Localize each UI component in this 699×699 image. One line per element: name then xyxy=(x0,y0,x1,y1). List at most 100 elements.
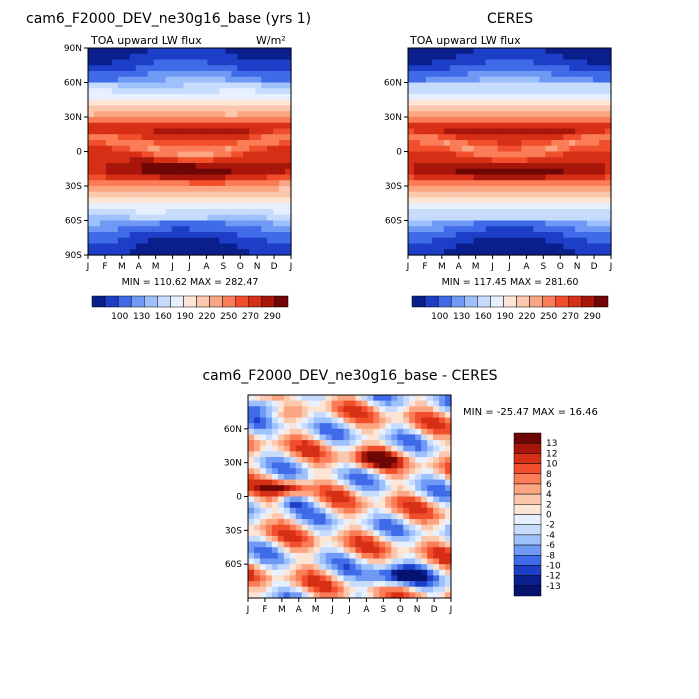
panel3-cell xyxy=(283,428,291,436)
panel3-cell xyxy=(355,535,363,543)
panel2-cell xyxy=(443,243,451,250)
panel1-cell xyxy=(189,134,197,141)
panel2-cell xyxy=(473,220,481,227)
panel3-cell xyxy=(289,530,297,537)
panel2-cell xyxy=(443,191,451,199)
panel3-cell xyxy=(248,423,255,430)
panel3-cell xyxy=(439,569,446,577)
panel3-cell xyxy=(403,462,410,469)
panel3-cell xyxy=(391,417,398,424)
panel2-cell xyxy=(599,53,606,61)
panel2-cell xyxy=(455,151,463,158)
panel2-cell xyxy=(503,71,511,78)
panel3-cell xyxy=(325,496,333,503)
panel3-cell xyxy=(367,395,374,402)
panel3-cell xyxy=(355,575,363,582)
panel2-cell xyxy=(509,226,517,233)
panel2-cell xyxy=(593,53,600,61)
panel1-cell xyxy=(159,65,167,72)
panel3-cell xyxy=(445,395,452,402)
panel3-cell xyxy=(277,479,285,486)
panel3-cell xyxy=(295,468,303,475)
panel1-cell xyxy=(207,163,214,170)
panel2-cell xyxy=(539,145,546,153)
x-tick-label: D xyxy=(431,605,438,615)
panel3-cell xyxy=(373,541,380,548)
panel3-cell xyxy=(397,564,404,571)
panel2-cell xyxy=(545,226,552,233)
panel3-cell xyxy=(307,524,315,531)
panel1-cell xyxy=(171,53,179,61)
panel1-cell xyxy=(123,99,131,107)
panel2-cell xyxy=(539,226,546,233)
panel3-cell xyxy=(439,586,446,593)
panel1-cell xyxy=(147,197,155,204)
panel1-cell xyxy=(165,105,173,112)
panel3-cell xyxy=(391,581,398,588)
panel2-cell xyxy=(521,99,529,107)
panel2-cell xyxy=(425,128,433,135)
panel1-cell xyxy=(117,232,125,239)
x-tick-label: J xyxy=(187,262,191,272)
colorbar3-swatch xyxy=(513,544,542,556)
panel3-cell xyxy=(253,479,261,486)
panel2-cell xyxy=(431,134,439,141)
panel1-cell xyxy=(129,243,137,250)
panel2-cell xyxy=(431,197,439,204)
panel1-cell xyxy=(159,105,167,112)
panel3-cell xyxy=(343,457,351,464)
panel3-cell xyxy=(283,423,291,430)
panel1-cell xyxy=(165,140,173,147)
panel1-cell xyxy=(88,174,95,181)
panel1-cell xyxy=(165,186,173,193)
panel3-cell xyxy=(349,473,357,481)
panel2-cell xyxy=(503,65,511,72)
panel1-cell xyxy=(207,134,214,141)
panel3-cell xyxy=(373,552,380,560)
panel1-cell xyxy=(165,111,173,118)
panel3-cell xyxy=(301,541,309,548)
panel3-cell xyxy=(301,479,309,486)
panel2-cell xyxy=(473,232,481,239)
panel1-cell xyxy=(201,76,209,84)
panel1-cell xyxy=(99,71,107,78)
panel1-cell xyxy=(267,88,274,95)
panel2-cell xyxy=(515,209,523,216)
colorbar3-swatch xyxy=(513,524,542,536)
panel1-cell xyxy=(93,65,101,72)
panel1-cell xyxy=(213,65,220,72)
colorbar2-swatch xyxy=(581,295,596,308)
panel2-cell xyxy=(569,163,576,170)
panel2-cell xyxy=(569,220,576,227)
panel3-cell xyxy=(313,524,321,531)
panel2-cell xyxy=(419,122,427,130)
panel2-cell xyxy=(473,111,481,118)
panel1-cell xyxy=(147,117,155,124)
panel1-cell xyxy=(225,99,232,107)
panel1-cell xyxy=(237,65,244,72)
panel3-cell xyxy=(373,395,380,402)
panel2-cell xyxy=(521,209,529,216)
panel1-cell xyxy=(88,128,95,135)
panel1-cell xyxy=(153,94,161,101)
panel1-cell xyxy=(219,105,226,112)
panel1-cell xyxy=(159,191,167,199)
panel2-cell xyxy=(527,65,534,72)
panel3-cell xyxy=(349,496,357,503)
panel2-cell xyxy=(413,243,421,250)
panel2-cell xyxy=(581,99,588,107)
panel2-cell xyxy=(587,243,594,250)
panel3-cell xyxy=(379,417,386,424)
panel1-cell xyxy=(99,145,107,153)
panel1-cell xyxy=(195,249,203,256)
panel3-cell xyxy=(421,417,428,424)
panel3-cell xyxy=(343,581,351,588)
panel2-cell xyxy=(563,117,570,124)
panel2-cell xyxy=(593,191,600,199)
colorbar2-label: 290 xyxy=(584,312,601,322)
panel1-cell xyxy=(219,53,226,61)
panel1-cell xyxy=(183,243,191,250)
panel1-cell xyxy=(255,128,262,135)
panel3-cell xyxy=(289,423,297,430)
panel3-cell xyxy=(415,473,422,481)
